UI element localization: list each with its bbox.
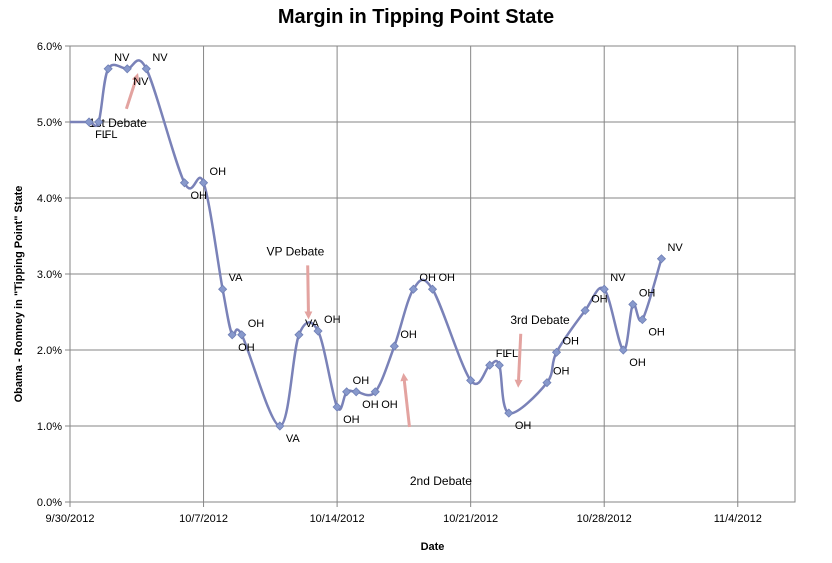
x-tick-label: 10/21/2012: [443, 513, 498, 525]
data-point: [218, 284, 228, 294]
annotation-label: 3rd Debate: [510, 313, 570, 327]
data-point: [227, 330, 237, 340]
data-label: OH: [439, 272, 456, 284]
data-point: [494, 360, 504, 370]
data-label: OH: [343, 414, 360, 426]
chart-title: Margin in Tipping Point State: [277, 6, 555, 28]
data-point: [237, 330, 247, 340]
data-point: [141, 64, 151, 74]
data-point: [542, 378, 552, 388]
data-label: VA: [286, 433, 301, 445]
annotations: 1st Debate VP Debate 2nd Debate 3rd Debate: [89, 72, 570, 488]
x-tick-label: 11/4/2012: [714, 513, 762, 525]
data-point: [656, 254, 667, 264]
data-point: [332, 402, 342, 412]
annotation-label: VP Debate: [266, 244, 324, 258]
data-label: OH: [591, 293, 608, 305]
data-point: [198, 178, 209, 188]
data-point: [370, 387, 380, 397]
data-point: [618, 345, 628, 355]
data-point: [84, 117, 94, 127]
data-point: [179, 178, 190, 188]
data-point: [351, 387, 361, 397]
data-point: [599, 284, 609, 294]
annotation-arrow: [514, 333, 523, 388]
gridlines: [69, 45, 796, 503]
annotation-arrow: [124, 72, 140, 110]
data-point: [408, 284, 418, 294]
data-label: OH: [353, 375, 370, 387]
y-tick-label: 5.0%: [37, 117, 62, 129]
data-label: OH: [362, 399, 379, 411]
data-label: OH: [400, 329, 417, 341]
x-tick-label: 10/7/2012: [179, 513, 228, 525]
data-point: [313, 326, 323, 336]
y-tick-label: 0.0%: [37, 497, 62, 509]
annotation-label: 2nd Debate: [410, 474, 472, 488]
x-tick-label: 9/30/2012: [46, 513, 95, 525]
x-axis-title: Date: [421, 541, 445, 553]
y-axis-title: Obama - Romney in "Tipping Point" State: [13, 186, 25, 403]
data-point: [628, 299, 638, 309]
data-label: NV: [667, 242, 683, 254]
data-label: OH: [381, 399, 398, 411]
data-label: NV: [133, 76, 149, 88]
data-label: FL: [95, 129, 108, 141]
data-label: FL: [496, 348, 509, 360]
data-point: [504, 408, 514, 418]
y-tick-label: 3.0%: [37, 269, 62, 281]
annotation-arrow: [304, 265, 313, 320]
data-point: [389, 341, 399, 351]
y-tick-label: 1.0%: [37, 421, 62, 433]
data-point: [466, 375, 476, 385]
data-point: [427, 284, 438, 294]
data-label: OH: [648, 327, 665, 339]
x-tick-label: 10/14/2012: [310, 513, 365, 525]
annotation-arrow: [400, 373, 411, 428]
data-label: OH: [419, 272, 436, 284]
data-label: OH: [639, 287, 656, 299]
data-label: OH: [563, 335, 580, 347]
data-label: VA: [229, 272, 244, 284]
data-label: OH: [515, 420, 532, 432]
data-point: [551, 347, 562, 357]
data-point: [485, 360, 495, 370]
axes: 0.0% 1.0% 2.0% 3.0% 4.0% 5.0% 6.0% 9/30/2012 10/…: [37, 41, 762, 525]
data-point: [294, 330, 304, 340]
annotation-label: 1st Debate: [89, 116, 147, 130]
data-point: [342, 387, 352, 397]
data-label: OH: [190, 190, 207, 202]
data-label: VA: [305, 318, 320, 330]
data-label: NV: [610, 272, 626, 284]
data-label: OH: [238, 342, 255, 354]
y-tick-label: 6.0%: [37, 41, 62, 53]
data-label: FL: [105, 129, 118, 141]
data-label: OH: [629, 357, 646, 369]
data-label: FL: [505, 348, 518, 360]
data-point: [580, 305, 590, 316]
y-tick-label: 4.0%: [37, 193, 62, 205]
data-label: NV: [152, 52, 168, 64]
data-label: OH: [210, 166, 227, 178]
data-label: OH: [248, 318, 265, 330]
series-line: [70, 59, 663, 428]
data-point: [275, 421, 285, 431]
data-point: [103, 64, 113, 74]
x-tick-label: 10/28/2012: [577, 513, 632, 525]
data-label: OH: [553, 366, 570, 378]
data-point: [122, 64, 132, 74]
y-tick-label: 2.0%: [37, 345, 62, 357]
data-point: [637, 315, 647, 325]
data-label: NV: [114, 52, 130, 64]
data-point: [94, 117, 104, 127]
data-label: OH: [324, 314, 341, 326]
